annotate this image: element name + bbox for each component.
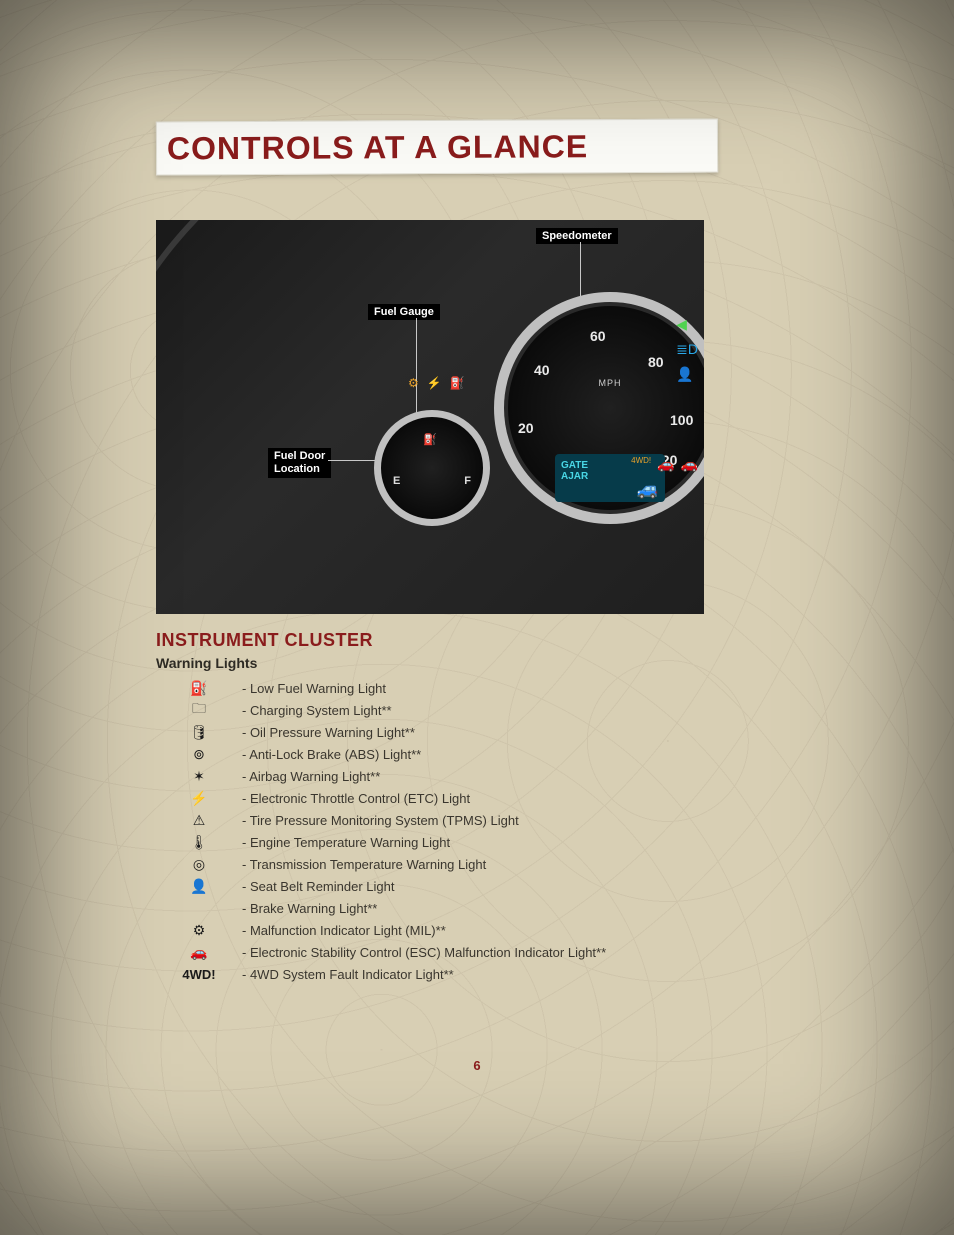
page-title: CONTROLS AT A GLANCE	[157, 120, 717, 168]
warning-label: - Engine Temperature Warning Light	[242, 835, 450, 850]
warning-row: 🚗- Electronic Stability Control (ESC) Ma…	[156, 941, 796, 963]
speedometer-lead	[580, 242, 581, 300]
page-number: 6	[473, 1058, 480, 1073]
warning-row: - Brake Warning Light**	[156, 897, 796, 919]
etc-mid-icon: ⚡	[427, 376, 442, 390]
speedometer-label: Speedometer	[536, 228, 618, 244]
warning-row: 🗀- Charging System Light**	[156, 699, 796, 721]
warning-label: - Transmission Temperature Warning Light	[242, 857, 486, 872]
warning-row: 4WD!- 4WD System Fault Indicator Light**	[156, 963, 796, 985]
warning-row: ⚙- Malfunction Indicator Light (MIL)**	[156, 919, 796, 941]
warning-label: - Tire Pressure Monitoring System (TPMS)…	[242, 813, 519, 828]
warning-label: - Brake Warning Light**	[242, 901, 377, 916]
warning-label: - Oil Pressure Warning Light**	[242, 725, 415, 740]
airbag-icon: ✶	[156, 768, 242, 785]
subsection-heading: Warning Lights	[156, 655, 796, 671]
esc-ind-icon: 🚗	[657, 456, 674, 473]
warning-row: ⚠- Tire Pressure Monitoring System (TPMS…	[156, 809, 796, 831]
fwd-icon: 4WD!	[156, 967, 242, 982]
warning-label: - 4WD System Fault Indicator Light**	[242, 967, 454, 982]
etc-icon: ⚡	[156, 790, 242, 807]
fuel-empty: E	[393, 475, 400, 487]
esc-icon: 🚗	[156, 944, 242, 961]
warning-label: - Charging System Light**	[242, 703, 392, 718]
tpms-icon: ⚠	[156, 812, 242, 829]
warning-row: ◎- Transmission Temperature Warning Ligh…	[156, 853, 796, 875]
warning-row: 👤- Seat Belt Reminder Light	[156, 875, 796, 897]
fuel-gauge-label: Fuel Gauge	[368, 304, 440, 320]
bottom-indicators: 4WD! 🚗 🚗	[631, 456, 698, 473]
mil-icon: ⚙	[156, 922, 242, 939]
warning-label: - Electronic Throttle Control (ETC) Ligh…	[242, 791, 470, 806]
section-heading: INSTRUMENT CLUSTER	[156, 630, 796, 651]
trans-temp-icon: ◎	[156, 856, 242, 873]
warning-row: ⊚- Anti-Lock Brake (ABS) Light**	[156, 743, 796, 765]
warning-row: ✶- Airbag Warning Light**	[156, 765, 796, 787]
warning-label: - Electronic Stability Control (ESC) Mal…	[242, 945, 606, 960]
mid-indicators: ⚙ ⚡ ⛽	[408, 376, 465, 390]
engine-mid-icon: ⚙	[408, 376, 419, 390]
abs-icon: ⊚	[156, 746, 242, 763]
fuel-mid-icon: ⛽	[450, 376, 465, 390]
speed-40: 40	[534, 362, 550, 378]
dashboard-figure: Speedometer Fuel Gauge Fuel Door Locatio…	[156, 220, 704, 614]
escoff-ind-icon: 🚗	[681, 456, 698, 473]
seatbelt-icon: 👤	[156, 878, 242, 895]
warning-label: - Airbag Warning Light**	[242, 769, 380, 784]
seatbelt-side-icon: 👤	[676, 366, 698, 383]
fuel-door-label: Fuel Door Location	[268, 448, 331, 478]
fwd-ind-icon: 4WD!	[631, 456, 651, 473]
speed-100: 100	[670, 412, 693, 428]
fuel-full: F	[464, 475, 471, 487]
speed-60: 60	[590, 328, 606, 344]
temp-icon: 🌡	[156, 834, 242, 851]
speed-20: 20	[518, 420, 534, 436]
warning-row: ⚡- Electronic Throttle Control (ETC) Lig…	[156, 787, 796, 809]
warning-row: 🛢- Oil Pressure Warning Light**	[156, 721, 796, 743]
highbeam-icon: ≣D	[676, 341, 698, 358]
fuel-gauge: E F ⛽	[374, 410, 490, 526]
lcd-car-icon: 🚙	[561, 482, 659, 496]
warning-label: - Malfunction Indicator Light (MIL)**	[242, 923, 446, 938]
warning-row: 🌡- Engine Temperature Warning Light	[156, 831, 796, 853]
warning-label: - Low Fuel Warning Light	[242, 681, 386, 696]
oil-can-icon: 🛢	[156, 724, 242, 741]
side-indicators: ◀ ≣D 👤	[676, 316, 698, 383]
speed-unit: MPH	[599, 378, 622, 388]
fuel-gauge-lead	[416, 318, 417, 418]
turn-arrow-icon: ◀	[676, 316, 698, 333]
manual-page: CONTROLS AT A GLANCE Speedometer Fuel Ga…	[0, 0, 954, 1235]
fuel-pump-glyph: ⛽	[423, 433, 437, 446]
title-strip: CONTROLS AT A GLANCE	[156, 119, 718, 176]
page-content: CONTROLS AT A GLANCE Speedometer Fuel Ga…	[156, 120, 796, 985]
warning-label: - Anti-Lock Brake (ABS) Light**	[242, 747, 421, 762]
battery-icon: 🗀	[156, 698, 242, 722]
warning-lights-list: ⛽- Low Fuel Warning Light🗀- Charging Sys…	[156, 677, 796, 985]
warning-label: - Seat Belt Reminder Light	[242, 879, 394, 894]
fuel-pump-icon: ⛽	[156, 680, 242, 697]
speed-80: 80	[648, 354, 664, 370]
warning-row: ⛽- Low Fuel Warning Light	[156, 677, 796, 699]
